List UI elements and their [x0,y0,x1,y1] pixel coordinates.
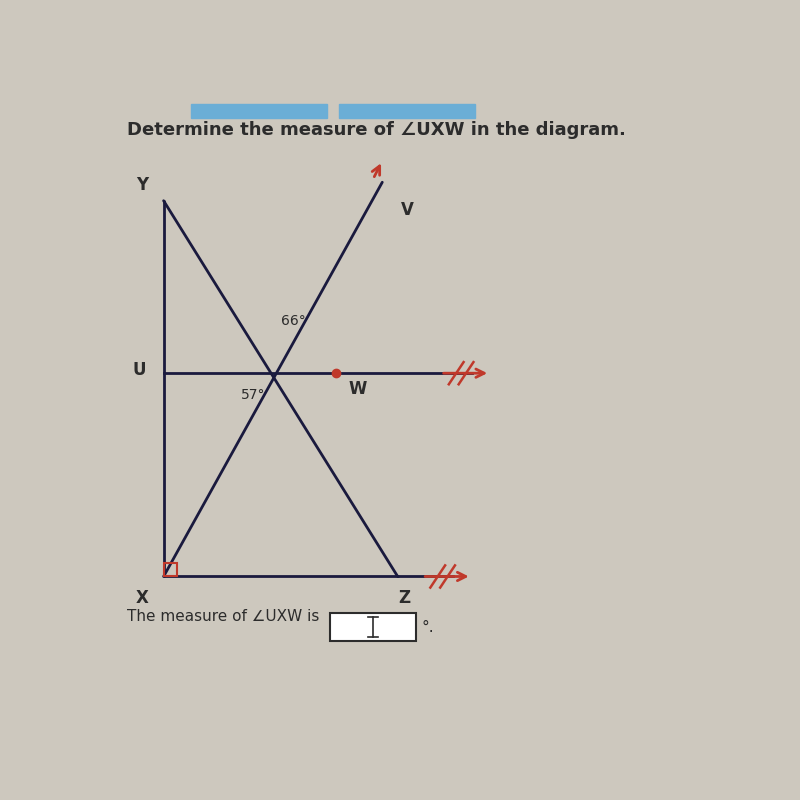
Bar [191,104,327,118]
Text: Z: Z [398,589,410,607]
Text: W: W [349,379,367,398]
Text: The measure of ∠UXW is: The measure of ∠UXW is [126,609,319,624]
Bar [330,614,416,641]
Text: °.: °. [421,620,434,635]
Text: 66°: 66° [281,314,306,328]
Text: 57°: 57° [241,388,265,402]
Text: Determine the measure of ∠UXW in the diagram.: Determine the measure of ∠UXW in the dia… [126,121,626,139]
Bar [339,104,474,118]
Text: V: V [401,201,414,219]
Text: Y: Y [136,176,148,194]
Text: U: U [132,361,146,379]
Text: X: X [136,589,149,607]
Bar [163,563,177,577]
